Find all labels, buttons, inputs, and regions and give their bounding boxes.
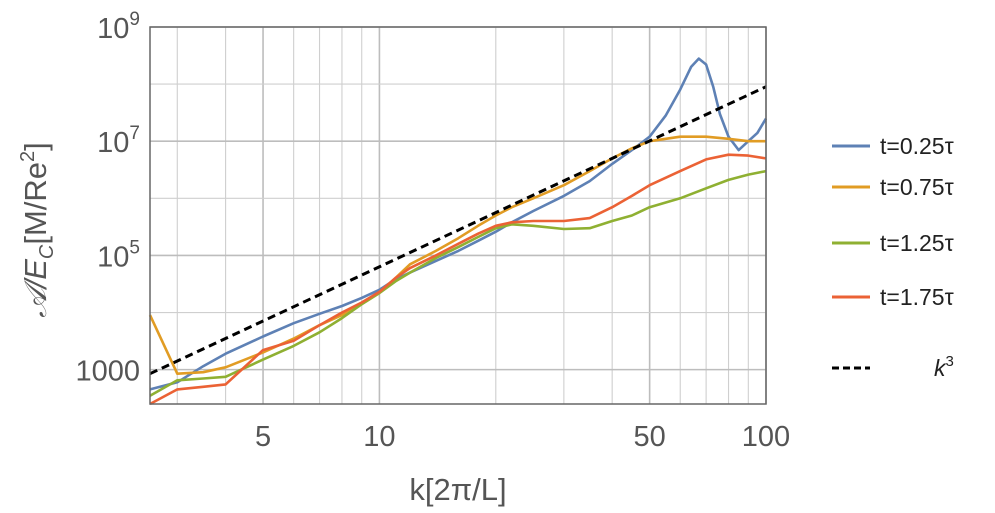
series-line-4: [149, 153, 767, 406]
legend-label: t=0.25τ: [880, 133, 954, 159]
y-axis-label: 𝒜/EC[M/Re2]: [17, 142, 58, 318]
x-tick-label: 5: [255, 421, 271, 453]
y-tick-label: 1000: [75, 356, 140, 388]
legend-label: t=0.75τ: [880, 174, 954, 200]
y-axis-label-main: 𝒜/E: [18, 259, 53, 318]
series-line-3: [149, 169, 767, 397]
legend-label: k3: [934, 353, 954, 381]
legend-label: t=1.75τ: [880, 284, 954, 310]
series-line-k3-reference: [149, 85, 767, 376]
y-tick-label: 105: [97, 237, 140, 273]
y-axis-label-unit: [M/Re: [18, 162, 53, 245]
legend-label: t=1.25τ: [880, 230, 954, 256]
plot-frame: [149, 26, 767, 405]
y-axis-label-unit-close: ]: [18, 142, 53, 151]
x-axis-label: k[2π/L]: [409, 472, 506, 507]
x-tick-label: 10: [363, 421, 395, 453]
series-lines: [148, 57, 768, 406]
axis-ticks: 5 10 50 100 1000 105 107 109: [75, 9, 790, 453]
x-tick-label: 50: [633, 421, 665, 453]
y-tick-label: 107: [97, 123, 140, 159]
y-axis-label-unit-sup: 2: [17, 151, 39, 162]
y-axis-label-sub: C: [36, 244, 58, 259]
grid: [150, 26, 767, 404]
x-tick-label: 100: [742, 421, 790, 453]
legend: t=0.25τ t=0.75τ t=1.25τ t=1.75τ k3: [832, 133, 954, 381]
y-tick-label: 109: [97, 9, 140, 45]
series-line-1: [149, 57, 768, 391]
